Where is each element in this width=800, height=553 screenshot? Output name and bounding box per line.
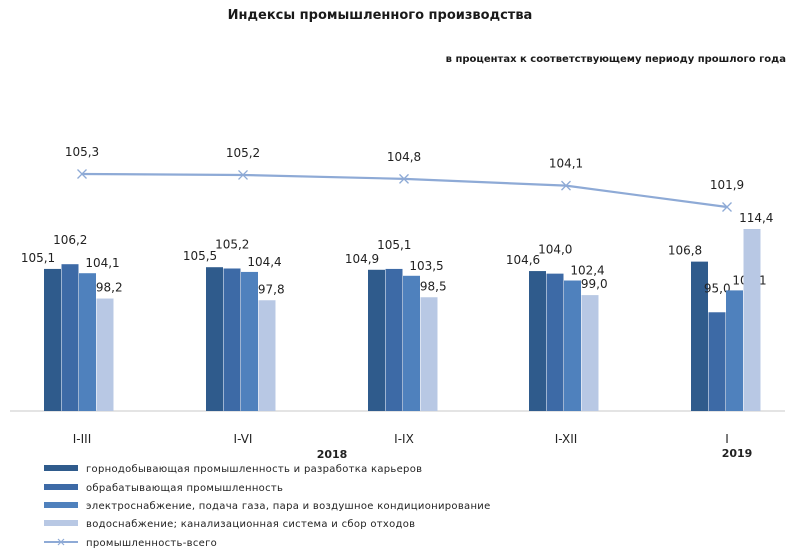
- bar-value-label: 104,9: [345, 252, 379, 266]
- bar-value-label: 106,2: [53, 233, 87, 247]
- bar-value-label: 104,1: [85, 256, 119, 270]
- bar: [581, 295, 599, 411]
- legend-label: промышленность-всего: [86, 538, 217, 549]
- bar: [241, 271, 258, 411]
- bar-value-label: 102,4: [570, 264, 604, 278]
- year-label: 2018: [317, 448, 348, 461]
- bar-value-label: 105,2: [215, 237, 249, 251]
- line-point-marker: [722, 202, 732, 212]
- bar: [420, 297, 438, 411]
- bar-value-label: 103,5: [409, 259, 443, 273]
- legend-swatch: [44, 502, 78, 508]
- bar: [258, 300, 276, 411]
- legend-label: электроснабжение, подача газа, пара и во…: [86, 501, 491, 512]
- bar: [223, 268, 241, 411]
- line-point-marker: [399, 173, 409, 184]
- bar: [79, 273, 96, 411]
- bar-value-label: 97,8: [258, 282, 285, 296]
- legend-swatch: [44, 520, 78, 526]
- bar-value-label: 105,1: [21, 251, 55, 265]
- bar-value-label: 104,6: [506, 253, 540, 267]
- bar: [546, 273, 564, 411]
- x-tick-label: I-VI: [234, 432, 253, 446]
- chart-subtitle: в процентах к соответствующему периоду п…: [445, 54, 786, 65]
- line-value-label: 104,1: [549, 157, 583, 171]
- chart-title: Индексы промышленного производства: [227, 8, 533, 23]
- bar: [403, 275, 420, 411]
- bar: [385, 268, 403, 411]
- bar: [368, 269, 385, 411]
- bar: [61, 264, 79, 411]
- x-tick-label: I-XII: [555, 432, 578, 446]
- bar: [564, 280, 581, 411]
- x-tick-label: I: [725, 432, 729, 446]
- bar: [44, 268, 61, 411]
- legend-swatch: [44, 484, 78, 490]
- x-tick-label: I-III: [73, 432, 92, 446]
- bar-value-label: 98,2: [96, 281, 123, 295]
- bar-value-label: 98,5: [420, 279, 447, 293]
- bar: [96, 298, 114, 411]
- bar: [708, 312, 726, 411]
- legend-swatch: [44, 465, 78, 471]
- x-tick-label: I-IX: [394, 432, 414, 446]
- legend-label: горнодобывающая промышленность и разрабо…: [86, 464, 422, 475]
- bar-value-label: 105,5: [183, 249, 217, 263]
- bar-value-label: 95,0: [704, 281, 731, 295]
- bar: [206, 267, 223, 411]
- year-label: 2019: [722, 447, 753, 460]
- line-point-marker: [561, 180, 571, 191]
- bar-value-label: 104,4: [247, 255, 281, 269]
- bar: [691, 261, 708, 411]
- line-point-marker: [77, 169, 87, 179]
- line-value-label: 104,8: [387, 150, 421, 164]
- bar: [743, 229, 761, 411]
- bar: [726, 290, 743, 411]
- bar: [529, 271, 546, 411]
- line-value-label: 101,9: [710, 178, 744, 192]
- legend-marker: [57, 538, 65, 546]
- legend-label: обрабатывающая промышленность: [86, 483, 283, 494]
- bar-value-label: 105,1: [377, 238, 411, 252]
- bar-value-label: 106,8: [668, 244, 702, 258]
- bar-value-label: 114,4: [739, 211, 773, 225]
- bar-value-label: 99,0: [581, 277, 608, 291]
- line-value-label: 105,2: [226, 146, 260, 160]
- bar-value-label: 104,0: [538, 243, 572, 257]
- line-point-marker: [238, 170, 248, 180]
- legend-label: водоснабжение; канализационная система и…: [86, 519, 415, 530]
- line-value-label: 105,3: [65, 145, 99, 159]
